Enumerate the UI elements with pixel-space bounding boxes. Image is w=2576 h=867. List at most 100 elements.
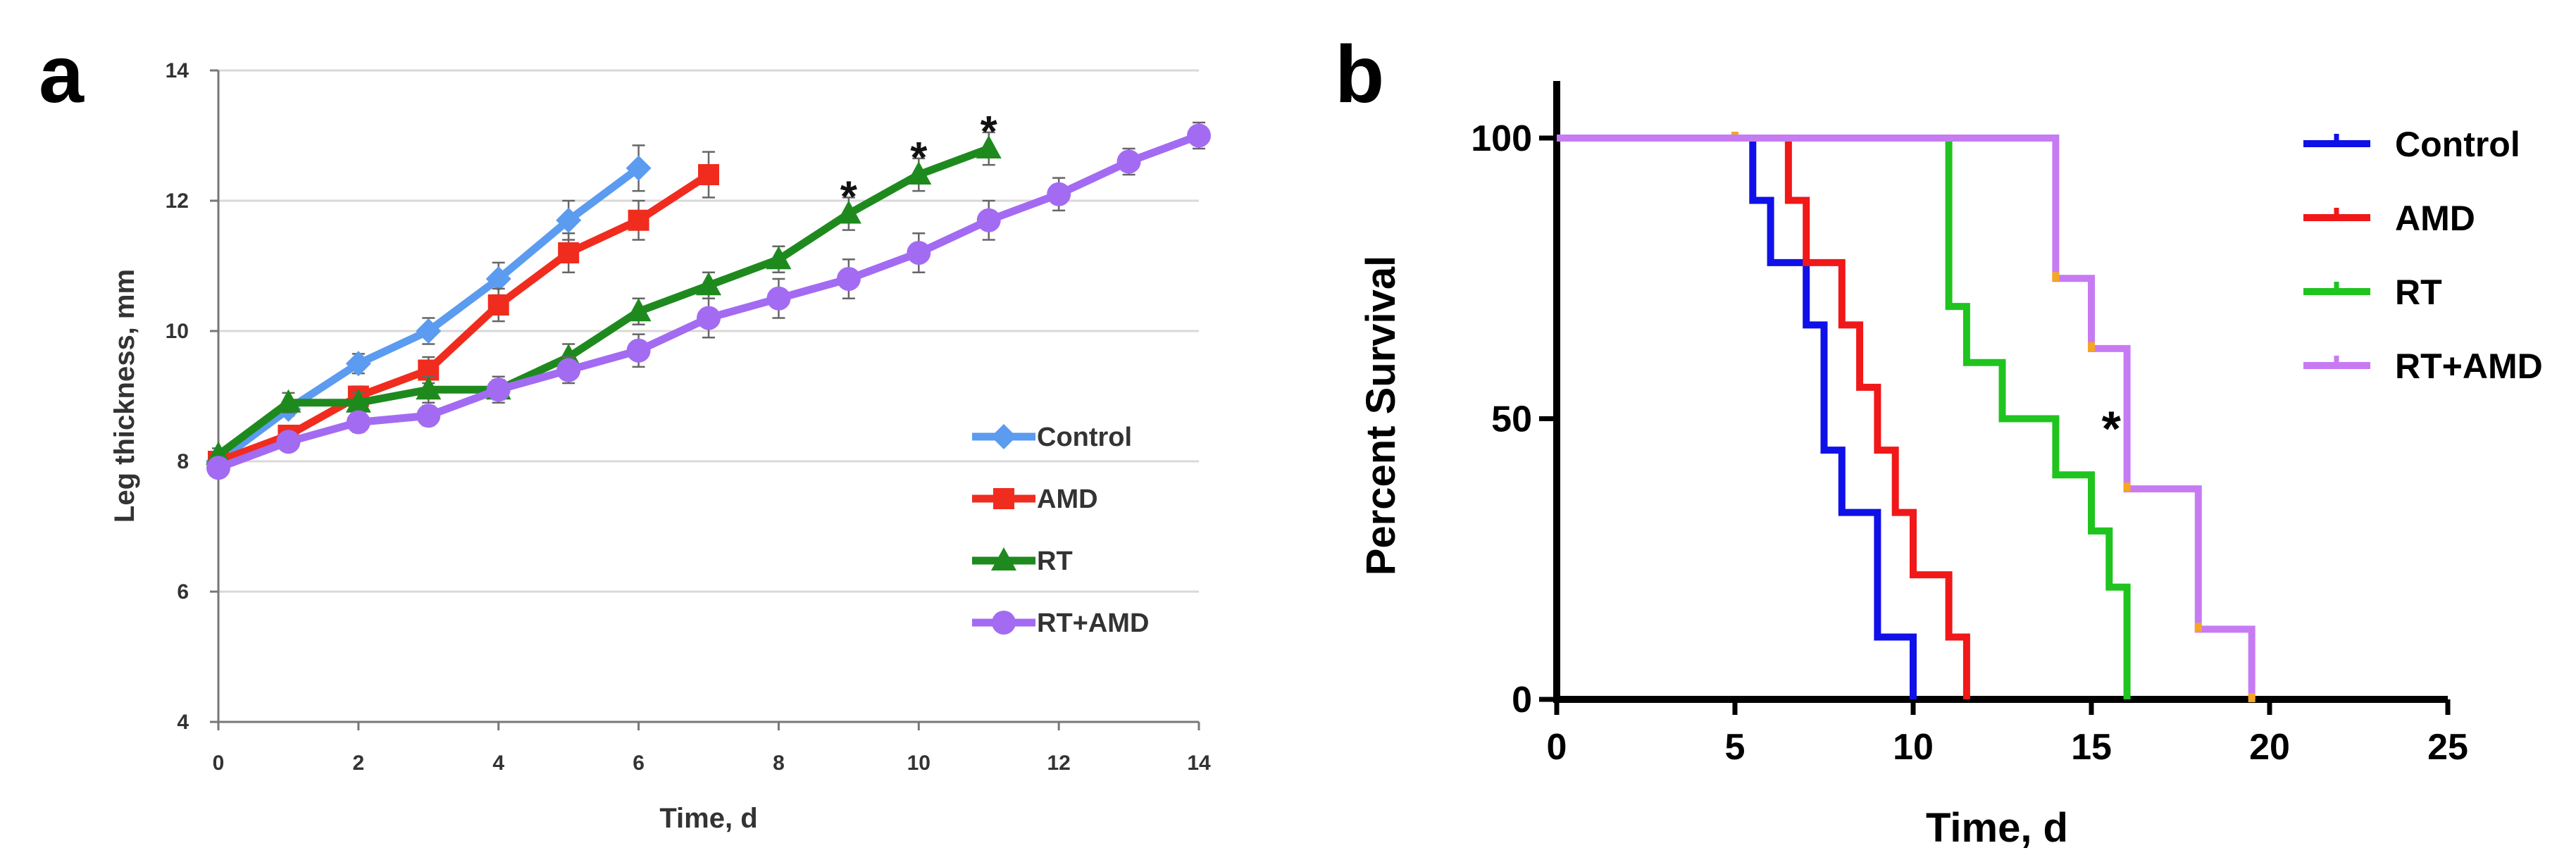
panel-a-data-point xyxy=(696,272,721,296)
panel-a-y-tick-label: 14 xyxy=(166,59,189,82)
panel-a-legend-label: RT xyxy=(1037,547,1073,576)
panel-b-series-control xyxy=(1557,132,1917,699)
panel-b-legend-item-rt-amd: RT+AMD xyxy=(2303,347,2543,386)
panel-b-legend-label: Control xyxy=(2395,125,2520,164)
panel-a-annotations: * * * xyxy=(840,108,998,222)
panel-a-x-axis-label: Time, d xyxy=(659,803,757,834)
panel-a-legend-marker xyxy=(991,424,1016,449)
panel-b-legend-label: RT xyxy=(2395,273,2442,312)
panel-b-series-group xyxy=(1557,132,2255,702)
panel-a-line-chart: a 4 6 8 10 12 14 0 2 4 6 8 10 12 14 Time, d Leg thick… xyxy=(39,30,1211,834)
panel-b-survival-chart: b 0 5 10 15 20 25 0 50 100 Time, d Percent Survi… xyxy=(1335,30,2543,851)
panel-a-data-point xyxy=(626,338,651,363)
panel-a-data-point xyxy=(976,208,1001,232)
panel-a-y-tick-label: 4 xyxy=(177,711,189,734)
panel-b-x-tick-label: 0 xyxy=(1547,727,1567,768)
panel-a-y-tick-label: 8 xyxy=(177,450,189,473)
panel-a-legend-label: RT+AMD xyxy=(1037,609,1149,638)
panel-b-series-rt-amd xyxy=(1557,135,2255,702)
panel-a-data-point xyxy=(487,294,509,316)
panel-a-x-tick-label: 6 xyxy=(633,751,645,775)
panel-b-censor-mark xyxy=(2123,482,2131,492)
panel-a-x-tick-label: 14 xyxy=(1187,751,1211,775)
panel-a-data-point xyxy=(556,358,581,382)
panel-b-x-tick-label: 10 xyxy=(1893,727,1934,768)
panel-a-letter: a xyxy=(39,30,85,120)
panel-a-data-point xyxy=(976,135,1002,158)
panel-b-x-tick-label: 25 xyxy=(2427,727,2468,768)
panel-b-survival-curve xyxy=(1557,135,1917,699)
panel-a-data-point xyxy=(906,161,932,185)
panel-a-legend-marker xyxy=(992,611,1016,635)
panel-b-survival-curve xyxy=(1557,135,2131,699)
panel-a-data-point xyxy=(626,298,652,322)
panel-a-legend-marker xyxy=(993,488,1014,509)
panel-a-data-point xyxy=(766,286,791,311)
panel-a-legend: Control AMD RT RT+AMD xyxy=(972,423,1149,638)
panel-b-legend-label: RT+AMD xyxy=(2395,347,2543,386)
panel-b-x-tick-label: 15 xyxy=(2071,727,2112,768)
panel-a-data-point xyxy=(558,242,580,263)
panel-a-data-point xyxy=(1116,149,1141,174)
panel-a-x-tick-label: 10 xyxy=(907,751,931,775)
panel-a-legend-item-control: Control xyxy=(972,423,1132,452)
panel-b-annotations: * xyxy=(2102,401,2122,456)
panel-a-data-point xyxy=(1047,182,1071,206)
panel-a-series-group xyxy=(206,121,1211,480)
panel-a-data-point xyxy=(346,410,371,435)
panel-a-series-amd xyxy=(208,151,719,472)
panel-a-data-point xyxy=(698,164,719,185)
panel-b-x-tick-label: 5 xyxy=(1725,727,1746,768)
panel-a-x-tick-label: 4 xyxy=(492,751,504,775)
panel-a-y-tick-label: 6 xyxy=(177,580,189,604)
panel-a-data-point xyxy=(416,318,442,344)
panel-a-x-tick-label: 8 xyxy=(773,751,785,775)
panel-b-legend: Control AMD RT RT+AMD xyxy=(2303,125,2543,386)
panel-b-legend-item-amd: AMD xyxy=(2303,199,2475,238)
panel-b-censor-mark xyxy=(2194,623,2202,632)
panel-a-legend-label: AMD xyxy=(1037,485,1098,514)
panel-a-y-tick-label: 10 xyxy=(166,320,189,343)
panel-a-data-point xyxy=(345,389,371,413)
panel-a-significance-asterisk: * xyxy=(840,173,858,222)
panel-a-y-axis-label: Leg thickness, mm xyxy=(109,269,140,523)
panel-a-x-tick-label: 12 xyxy=(1047,751,1070,775)
panel-a-x-tick-label: 2 xyxy=(353,751,365,775)
panel-a-data-point xyxy=(836,267,861,291)
panel-a-series-line xyxy=(214,144,993,459)
panel-a-y-tick-label: 12 xyxy=(166,189,189,213)
panel-a-legend-item-rt: RT xyxy=(972,547,1073,576)
panel-b-y-axis-label: Percent Survival xyxy=(1358,256,1404,576)
panel-a-series-rt-amd xyxy=(206,121,1211,480)
panel-b-x-tick-label: 20 xyxy=(2249,727,2290,768)
panel-b-legend-item-control: Control xyxy=(2303,125,2520,164)
panel-b-survival-curve xyxy=(1557,135,1970,699)
panel-a-data-point xyxy=(556,207,582,233)
panel-b-legend-label: AMD xyxy=(2395,199,2475,238)
panel-b-y-tick-label: 100 xyxy=(1471,118,1532,159)
panel-b-y-tick-label: 50 xyxy=(1491,399,1532,440)
panel-b-y-tick-label: 0 xyxy=(1512,680,1532,721)
panel-a-data-point xyxy=(416,376,442,400)
panel-a-x-tick-label: 0 xyxy=(213,751,225,775)
panel-b-censor-mark xyxy=(2052,272,2060,282)
panel-b-legend-item-rt: RT xyxy=(2303,273,2442,312)
panel-a-data-point xyxy=(416,404,441,428)
panel-a-data-point xyxy=(275,389,301,413)
panel-a-data-point xyxy=(766,246,792,270)
panel-a-data-point xyxy=(628,209,649,231)
panel-a-data-point xyxy=(835,200,861,224)
panel-a-series-line xyxy=(214,170,713,466)
panel-b-series-amd xyxy=(1557,135,1970,699)
panel-b-ticks: 0 5 10 15 20 25 0 50 100 xyxy=(1471,118,2468,768)
panel-b-significance-asterisk: * xyxy=(2102,401,2122,456)
panel-a-data-point xyxy=(276,430,301,454)
panel-b-censor-mark xyxy=(2088,342,2095,351)
panel-b-survival-curve xyxy=(1557,135,2255,699)
panel-b-letter: b xyxy=(1335,30,1384,120)
panel-a-data-point xyxy=(485,266,511,292)
panel-a-legend-item-rt-amd: RT+AMD xyxy=(972,609,1149,638)
panel-a-data-point xyxy=(206,456,230,480)
panel-a-data-point xyxy=(486,378,511,402)
panel-a-legend-label: Control xyxy=(1037,423,1132,452)
